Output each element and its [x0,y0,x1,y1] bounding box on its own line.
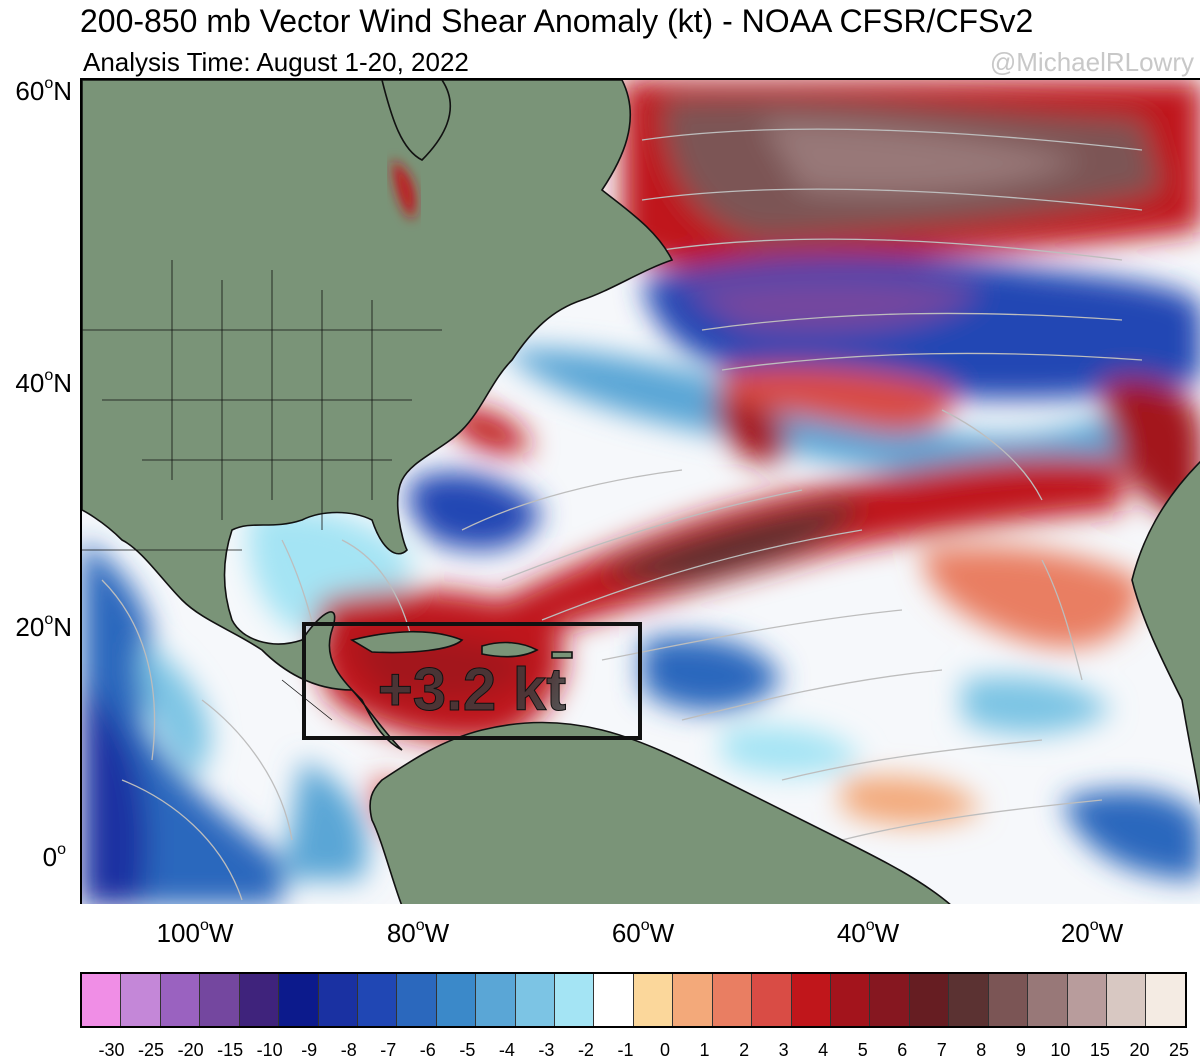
colorbar-tick-label: 1 [699,1040,710,1060]
colorbar-tick-label: -10 [256,1040,283,1060]
chart-title: 200-850 mb Vector Wind Shear Anomaly (kt… [80,3,1034,39]
colorbar [80,972,1187,1028]
colorbar-tick-label: 15 [1089,1040,1110,1060]
colorbar-swatch [200,974,240,1026]
colorbar-tick-label: -30 [98,1040,125,1060]
colorbar-tick-label: 20 [1129,1040,1150,1060]
streamlines [101,99,1143,901]
colorbar-tick-label: 2 [739,1040,750,1060]
colorbar-swatch [121,974,161,1026]
colorbar-swatch [397,974,437,1026]
colorbar-tick-label: -1 [617,1040,634,1060]
colorbar-tick-label: 25 [1168,1040,1190,1060]
colorbar-swatch [633,974,674,1026]
political-borders [82,260,442,721]
colorbar-swatch [82,974,122,1026]
colorbar-swatch [279,974,319,1026]
colorbar-swatch [160,974,201,1026]
lon-label-80w: 80oW [386,917,450,948]
colorbar-swatch [555,974,595,1026]
colorbar-tick-label: 6 [897,1040,908,1060]
colorbar-tick-label: 4 [818,1040,829,1060]
colorbar-tick-label: 8 [976,1040,987,1060]
colorbar-swatch [436,974,477,1026]
lon-label-20w: 20oW [1060,917,1124,948]
lat-label-40n: 40oN [15,367,72,398]
box-mean-anomaly: +3.2 kt [378,656,566,723]
land-masses [82,80,1200,904]
colorbar-swatch [476,974,516,1026]
colorbar-tick-label: -20 [177,1040,204,1060]
colorbar-swatch [712,974,753,1026]
lat-label-60n: 60oN [15,75,72,106]
colorbar-tick-label: 0 [660,1040,671,1060]
lat-label-20n: 20oN [15,611,72,642]
colorbar-swatch [1106,974,1147,1026]
colorbar-tick-label: -4 [498,1040,515,1060]
lon-label-40w: 40oW [836,917,900,948]
colorbar-tick-label: 9 [1015,1040,1026,1060]
colorbar-swatch [1067,974,1107,1026]
lon-label-100w: 100oW [156,917,234,948]
colorbar-tick-label: -6 [419,1040,436,1060]
colorbar-tick-label: -8 [340,1040,357,1060]
colorbar-swatch [831,974,871,1026]
colorbar-swatch [673,974,713,1026]
colorbar-swatch [357,974,398,1026]
caribbean-region-box [302,622,642,740]
analysis-time: Analysis Time: August 1-20, 2022 [83,47,469,77]
colorbar-swatch [1028,974,1068,1026]
colorbar-swatch [949,974,989,1026]
colorbar-swatch [594,974,634,1026]
colorbar-swatch [515,974,556,1026]
colorbar-tick-label: -25 [138,1040,165,1060]
colorbar-tick-label: -9 [301,1040,318,1060]
lon-label-60w: 60oW [611,917,675,948]
shear-anomaly-map[interactable]: +3.2 kt [80,78,1200,904]
colorbar-swatch [1146,974,1185,1026]
colorbar-tick-label: -5 [459,1040,476,1060]
colorbar-tick-label: -15 [217,1040,244,1060]
lat-label-0: 0o [42,841,66,872]
colorbar-swatch [988,974,1029,1026]
colorbar-tick-label: 5 [857,1040,868,1060]
author-credit: @MichaelRLowry [989,47,1194,77]
colorbar-swatch [909,974,950,1026]
colorbar-swatch [791,974,832,1026]
colorbar-swatch [318,974,358,1026]
colorbar-swatch [752,974,792,1026]
colorbar-tick-label: 10 [1050,1040,1071,1060]
colorbar-tick-label: 7 [936,1040,947,1060]
hudson-bay-anomaly [392,160,416,220]
colorbar-swatch [870,974,910,1026]
colorbar-tick-label: -7 [380,1040,397,1060]
colorbar-tick-label: -2 [577,1040,594,1060]
colorbar-swatch [239,974,280,1026]
colorbar-tick-label: 3 [778,1040,789,1060]
colorbar-tick-label: -3 [538,1040,555,1060]
